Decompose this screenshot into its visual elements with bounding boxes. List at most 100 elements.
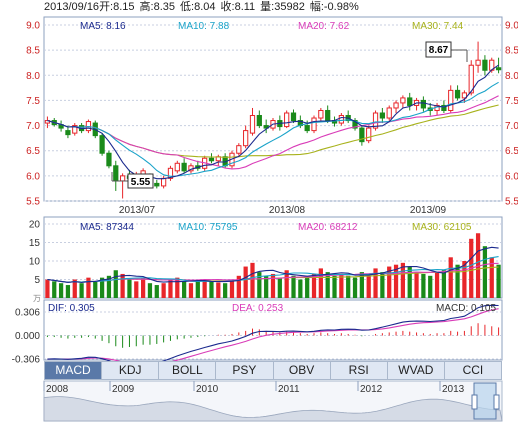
price-y-tick-label: 6.5 xyxy=(505,146,518,157)
volume-bar xyxy=(79,283,84,298)
volume-bar xyxy=(58,283,64,298)
volume-bar xyxy=(209,281,214,298)
macd-y-axis: -0.306 0.000 0.306 xyxy=(12,308,41,366)
timeline-left-handle[interactable] xyxy=(471,394,478,410)
volume-bar xyxy=(489,257,494,298)
volume-bar xyxy=(441,270,447,298)
volume-bars xyxy=(45,233,501,298)
price-y-tick-label: 5.5 xyxy=(26,197,40,208)
volume-ma5-label: MA5: 87344 xyxy=(80,222,134,233)
volume-bar xyxy=(428,275,433,298)
price-y-tick-label: 7.0 xyxy=(505,121,518,132)
timeline-history-area xyxy=(43,396,503,422)
timeline-year-label: 2011 xyxy=(278,384,300,395)
tab-boll[interactable]: BOLL xyxy=(159,362,217,379)
volume-bar xyxy=(380,272,385,298)
macd-histogram xyxy=(46,323,500,348)
candle-body xyxy=(482,59,488,71)
timeline-right-handle[interactable] xyxy=(493,394,500,410)
candle-body xyxy=(304,125,310,132)
header-high: 8.35 xyxy=(154,1,175,13)
price-x-tick-label: 2013/08 xyxy=(269,205,306,216)
volume-bar xyxy=(127,279,132,298)
candle-body xyxy=(208,157,215,162)
tab-rsi[interactable]: RSI xyxy=(331,362,388,379)
tab-psy[interactable]: PSY xyxy=(216,362,274,379)
candle-body xyxy=(325,109,331,122)
tab-wvad[interactable]: WVAD xyxy=(388,362,445,379)
volume-y-tick-label: 15 xyxy=(29,238,41,249)
tab-macd[interactable]: MACD xyxy=(45,362,103,379)
candle-body xyxy=(154,182,160,187)
volume-bar xyxy=(298,279,303,298)
price-ma10-line xyxy=(47,81,499,177)
candle-body xyxy=(65,130,71,136)
volume-bar xyxy=(434,272,440,298)
candle-body xyxy=(167,167,174,179)
volume-bar xyxy=(346,275,351,298)
price-x-tick-label: 2013/09 xyxy=(410,205,447,216)
candle-body xyxy=(393,102,399,109)
volume-bar xyxy=(482,246,488,298)
candle-body xyxy=(372,112,379,129)
tab-cci[interactable]: CCI xyxy=(462,363,484,377)
low-callout-box xyxy=(127,173,154,189)
macd-y-tick-label: 0.306 xyxy=(15,308,40,319)
volume-bar xyxy=(161,283,166,298)
volume-bar xyxy=(120,273,125,298)
price-y-tick-label: 9.0 xyxy=(26,21,40,32)
header-change: -0.98% xyxy=(324,1,359,13)
low-callout: 5.55 xyxy=(131,177,151,188)
candle-body xyxy=(338,115,344,124)
volume-bar xyxy=(93,281,98,298)
price-x-axis: 2013/07 2013/08 2013/09 xyxy=(119,205,447,216)
volume-bar xyxy=(154,285,159,298)
volume-bar xyxy=(393,264,399,298)
header-volume: 35982 xyxy=(274,1,305,13)
volume-bar xyxy=(264,275,269,298)
volume-bar xyxy=(325,272,330,298)
volume-bar xyxy=(387,266,392,298)
candle-body xyxy=(407,97,413,106)
volume-bar xyxy=(86,277,91,298)
volume-bar xyxy=(223,283,228,298)
tab-kdj[interactable]: KDJ xyxy=(102,362,160,379)
tab-obv[interactable]: OBV xyxy=(274,362,331,379)
price-y-tick-label: 5.5 xyxy=(505,197,518,208)
volume-bar xyxy=(339,273,344,298)
candle-body xyxy=(311,117,317,132)
timeline-year-label: 2009 xyxy=(112,384,135,395)
candle-body xyxy=(448,89,454,111)
candle-body xyxy=(99,135,105,154)
volume-bar xyxy=(311,273,317,298)
candle-body xyxy=(318,109,324,119)
volume-bar xyxy=(291,275,296,298)
candle-body xyxy=(113,165,119,182)
candle-body xyxy=(263,125,269,129)
candle-body xyxy=(243,130,249,147)
candle-body xyxy=(366,127,372,142)
macd-panel xyxy=(43,299,503,361)
volume-ma10-line xyxy=(47,256,499,283)
volume-bar xyxy=(496,264,501,298)
volume-bar xyxy=(134,281,139,298)
price-y-tick-label: 8.0 xyxy=(505,71,518,82)
candle-body xyxy=(386,107,392,119)
dif-label: DIF: 0.305 xyxy=(48,303,95,314)
volume-bar xyxy=(332,275,337,298)
candle-body xyxy=(119,175,126,182)
volume-bar xyxy=(250,262,255,298)
volume-bar xyxy=(182,281,187,298)
volume-bar xyxy=(400,262,405,298)
volume-y-tick-label: 20 xyxy=(29,220,41,231)
candle-body xyxy=(72,125,78,134)
volume-ma10-label: MA10: 75795 xyxy=(178,222,238,233)
volume-bar xyxy=(106,275,112,298)
price-ma10-label: MA10: 7.88 xyxy=(178,21,230,32)
volume-bar xyxy=(45,279,50,298)
volume-bar xyxy=(407,266,412,298)
volume-bar xyxy=(305,277,310,298)
volume-bar xyxy=(99,277,105,298)
candle-body xyxy=(352,120,358,129)
price-ma5-label: MA5: 8.16 xyxy=(80,21,126,32)
